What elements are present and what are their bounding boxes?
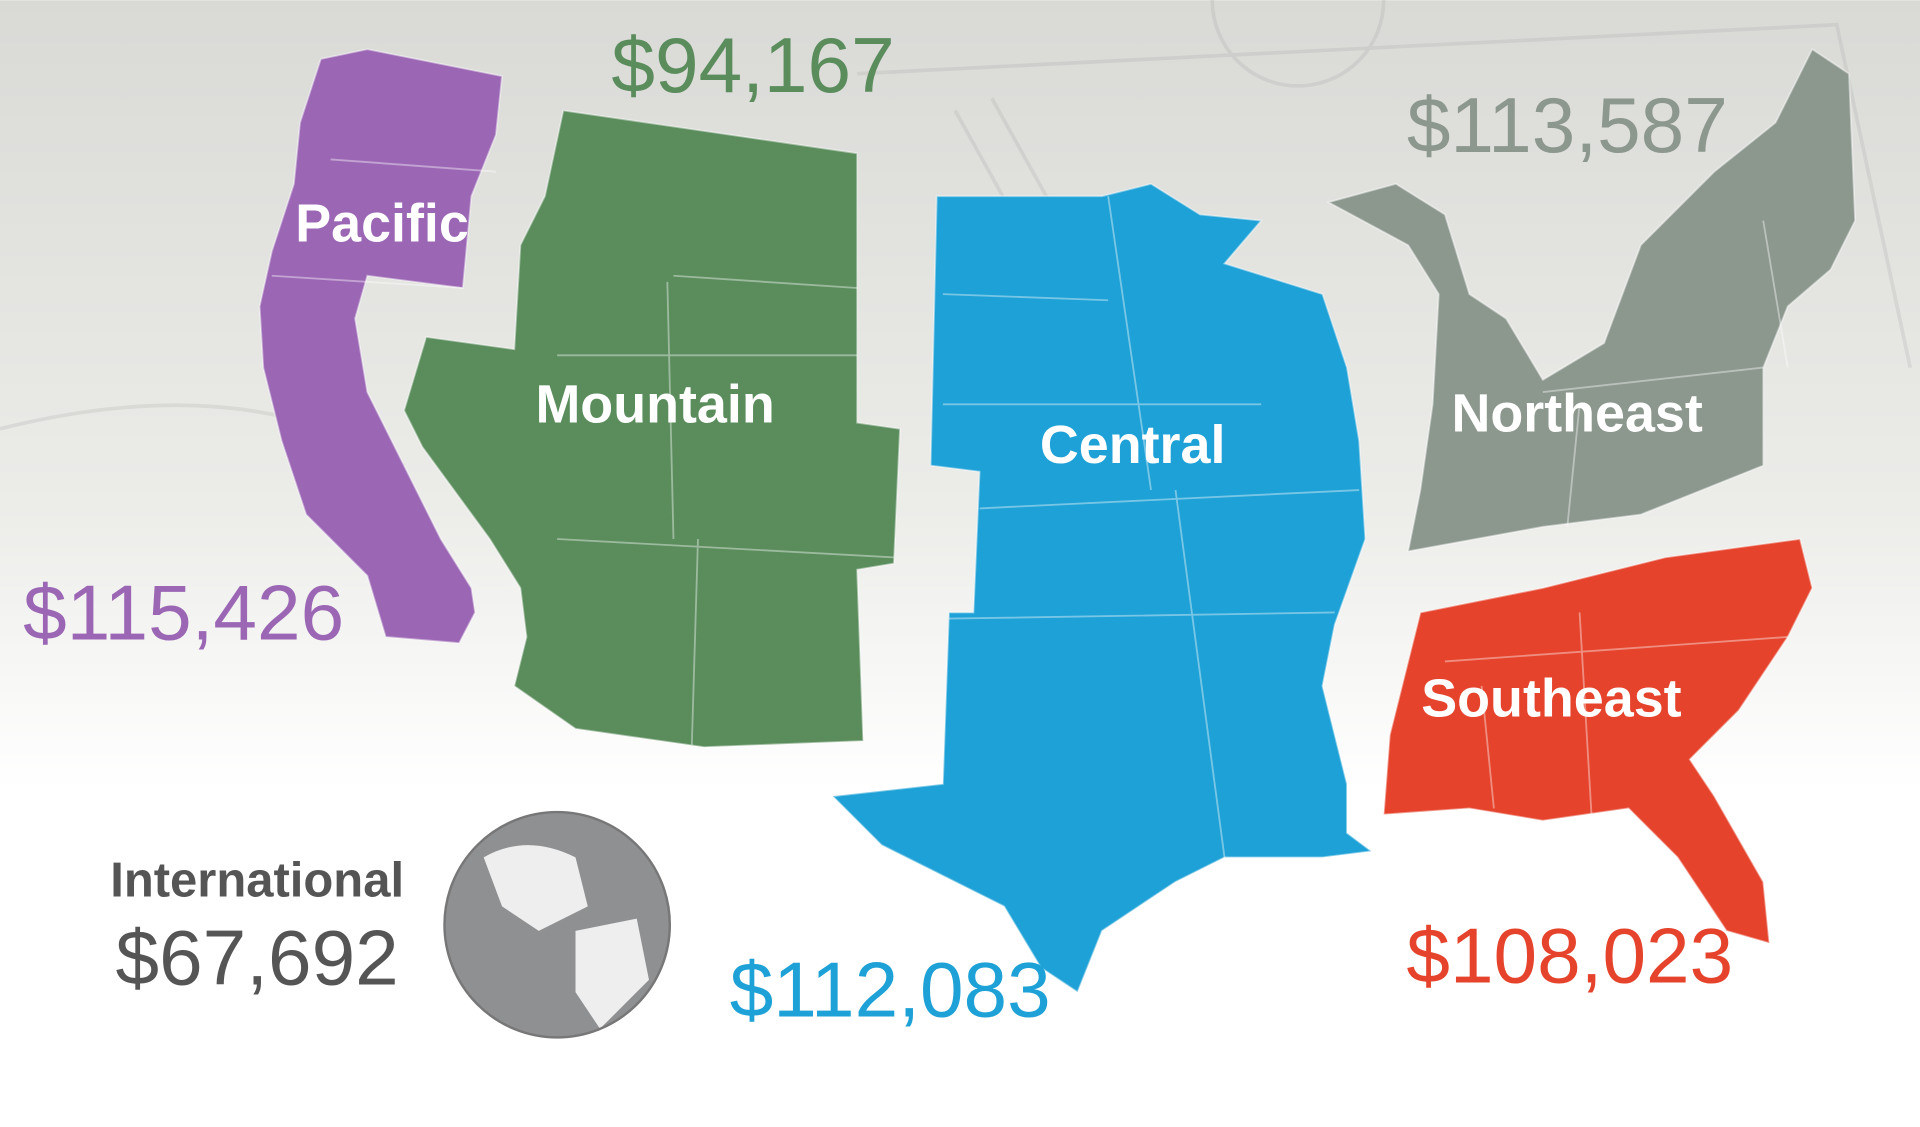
label-pacific: Pacific [295, 193, 469, 253]
label-southeast: Southeast [1421, 669, 1681, 729]
amount-pacific: $115,426 [23, 568, 344, 656]
amount-mountain: $94,167 [611, 21, 894, 109]
amount-southeast: $108,023 [1406, 911, 1733, 999]
globe-icon [443, 810, 672, 1039]
region-northeast[interactable] [1326, 47, 1857, 553]
label-northeast: Northeast [1451, 383, 1702, 443]
amount-central: $112,083 [730, 946, 1051, 1034]
region-central[interactable] [830, 182, 1374, 994]
amount-international: $67,692 [116, 914, 399, 1002]
amount-northeast: $113,587 [1407, 81, 1728, 169]
label-mountain: Mountain [535, 375, 774, 435]
state-borders [271, 158, 1789, 858]
label-international: International [110, 854, 404, 908]
region-southeast[interactable] [1382, 537, 1814, 945]
region-mountain[interactable] [403, 109, 901, 749]
region-pacific[interactable] [258, 48, 504, 645]
label-central: Central [1040, 415, 1226, 475]
